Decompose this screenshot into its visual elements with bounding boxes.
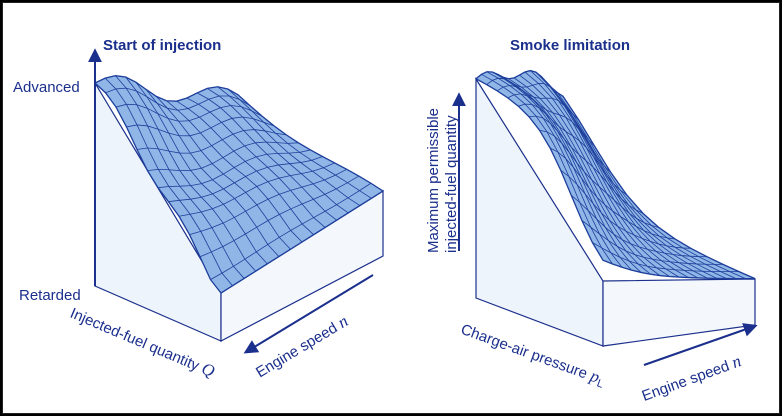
right-y-axis-label: Maximum permissible injected-fuel quanti… [425, 108, 461, 253]
mesh-line [147, 141, 299, 172]
mesh-line [115, 103, 263, 122]
mesh-line [549, 147, 676, 240]
mesh-line [602, 259, 756, 280]
mesh-line [157, 149, 311, 189]
right-front-face [602, 278, 756, 347]
left-surface-plot [88, 48, 385, 354]
mesh-line [136, 129, 287, 154]
left-title: Start of injection [103, 37, 222, 54]
right-surface-mesh [474, 69, 756, 280]
mesh-line [105, 87, 251, 111]
mesh-line [220, 190, 384, 294]
surface-plots [88, 48, 758, 366]
mesh-line [570, 194, 708, 258]
left-y-bottom-label: Retarded [19, 287, 81, 304]
mesh-line [507, 93, 612, 173]
mesh-line [496, 84, 596, 148]
mesh-line [168, 156, 323, 203]
mesh-line [528, 115, 644, 214]
mesh-line [199, 175, 360, 258]
right-y-axis-line2: injected-fuel quantity [443, 115, 460, 253]
mesh-line [189, 168, 347, 235]
left-y-top-label: Advanced [13, 79, 80, 96]
right-speed-axis-arrow [643, 323, 758, 366]
mesh-line [560, 169, 692, 249]
left-surface-mesh [93, 75, 385, 294]
mesh-line [539, 129, 660, 228]
left-speed-axis-arrow [243, 274, 374, 354]
right-title: Smoke limitation [510, 37, 631, 54]
mesh-line [210, 182, 372, 280]
mesh-line [486, 77, 580, 121]
mesh-line [126, 116, 275, 137]
mesh-line [581, 220, 724, 265]
mesh-line [592, 242, 740, 273]
right-y-axis-line1: Maximum permissible [425, 107, 442, 253]
mesh-line [475, 70, 564, 97]
mesh-line [518, 103, 628, 196]
mesh-line [178, 162, 335, 217]
mesh-line [94, 75, 239, 102]
right-surface-plot [452, 69, 758, 366]
